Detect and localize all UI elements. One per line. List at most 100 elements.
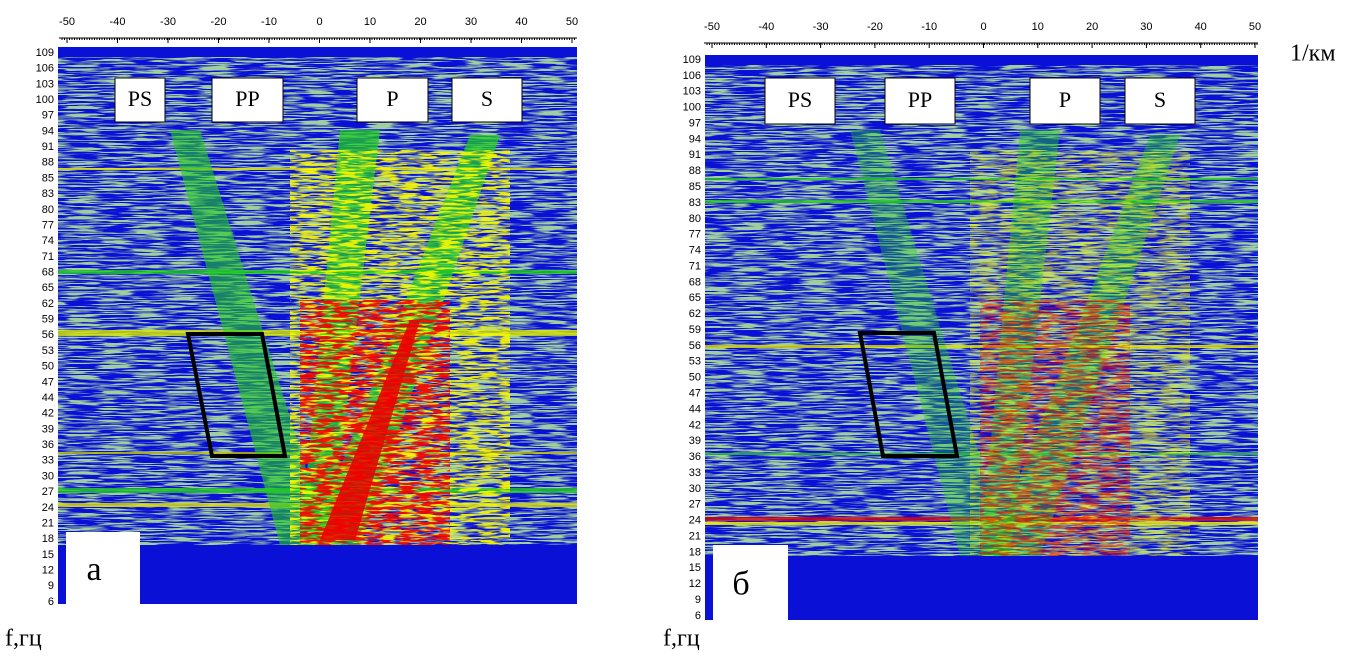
y-tick-label: 80 [689,213,701,225]
x-tick-label: 50 [566,16,578,28]
spectrum [705,55,1258,620]
y-tick-label: 6 [695,610,701,622]
marker-label: P [386,86,398,111]
y-tick-label: 59 [689,324,701,336]
y-tick-label: 94 [689,133,701,145]
low-band [705,556,1258,620]
y-tick-label: 85 [689,181,701,193]
y-tick-label: 15 [689,562,701,574]
y-tick-label: 100 [683,102,701,114]
selection-box [185,332,288,458]
marker-label: PP [908,87,932,112]
hot-red [300,300,450,545]
y-tick-label: 33 [689,467,701,479]
marker-label: P [1059,87,1071,112]
x-axis-label: 1/км [1290,41,1336,67]
y-tick-label: 47 [689,388,701,400]
y-tick-label: 21 [42,517,54,529]
y-tick-label: 74 [42,235,54,247]
y-tick-label: 91 [689,149,701,161]
hot-red [980,300,1130,556]
x-tick-label: -20 [867,21,883,33]
letter-box [713,545,788,620]
y-tick-label: 6 [48,596,54,608]
y-tick-label: 68 [689,276,701,288]
marker-box [1029,77,1101,125]
y-tick-label: 74 [689,245,701,257]
marker-label: PS [788,87,812,112]
y-tick-label: 30 [42,470,54,482]
y-tick-label: 53 [689,356,701,368]
y-tick-label: 56 [42,329,54,341]
y-tick-label: 56 [689,340,701,352]
x-tick-label: 40 [515,16,527,28]
y-tick-label: 83 [689,197,701,209]
y-tick-label: 103 [683,86,701,98]
y-axis-label: f,гц [663,626,700,652]
y-tick-label: 91 [42,141,54,153]
marker-box [1124,77,1196,125]
y-tick-label: 77 [42,219,54,231]
y-tick-label: 36 [689,451,701,463]
x-tick-label: 50 [1249,21,1261,33]
y-tick-label: 97 [689,117,701,129]
y-tick-label: 88 [689,165,701,177]
y-tick-label: 27 [42,486,54,498]
y-tick-label: 44 [42,392,54,404]
y-tick-label: 71 [42,251,54,263]
y-tick-label: 36 [42,439,54,451]
y-tick-label: 39 [689,435,701,447]
x-tick-label: 10 [364,16,376,28]
x-tick-label: -40 [758,21,774,33]
panel-letter: а [86,551,101,588]
marker-box [764,77,836,125]
x-tick-label: 20 [414,16,426,28]
y-tick-label: 12 [689,578,701,590]
marker-box [114,77,166,123]
y-tick-label: 42 [42,408,54,420]
panel-letter: б [732,565,749,602]
y-tick-label: 65 [689,292,701,304]
y-tick-label: 9 [48,580,54,592]
x-tick-label: 40 [1195,21,1207,33]
y-tick-label: 109 [36,47,54,59]
y-tick-label: 80 [42,204,54,216]
letter-box [66,532,140,604]
y-tick-label: 103 [36,78,54,90]
marker-label: PS [128,86,152,111]
marker-label: PP [235,86,259,111]
panel: -50 -40 -30 -20 -10 0 10 20 30 40 5010910610310097… [663,21,1261,652]
marker-box [356,77,429,123]
y-tick-label: 21 [689,530,701,542]
y-tick-label: 12 [42,565,54,577]
x-tick-label: -30 [813,21,829,33]
y-tick-label: 18 [42,533,54,545]
marker-box [451,77,523,123]
x-tick-label: -30 [160,16,176,28]
y-tick-label: 33 [42,455,54,467]
x-tick-label: -10 [261,16,277,28]
y-tick-label: 50 [42,361,54,373]
y-tick-label: 88 [42,157,54,169]
y-tick-label: 94 [42,125,54,137]
y-tick-label: 62 [689,308,701,320]
y-tick-label: 42 [689,419,701,431]
y-tick-label: 68 [42,267,54,279]
x-tick-label: -50 [704,21,720,33]
y-tick-label: 30 [689,483,701,495]
x-tick-label: 0 [316,16,322,28]
marker-label: S [481,86,493,111]
y-tick-label: 100 [36,94,54,106]
y-tick-label: 24 [42,502,54,514]
y-tick-label: 71 [689,260,701,272]
y-tick-label: 44 [689,403,701,415]
x-tick-label: 0 [980,21,986,33]
y-tick-label: 50 [689,372,701,384]
x-tick-label: -50 [59,16,75,28]
y-tick-label: 59 [42,314,54,326]
x-tick-label: -40 [110,16,126,28]
y-tick-label: 85 [42,172,54,184]
selection-box [857,331,960,458]
